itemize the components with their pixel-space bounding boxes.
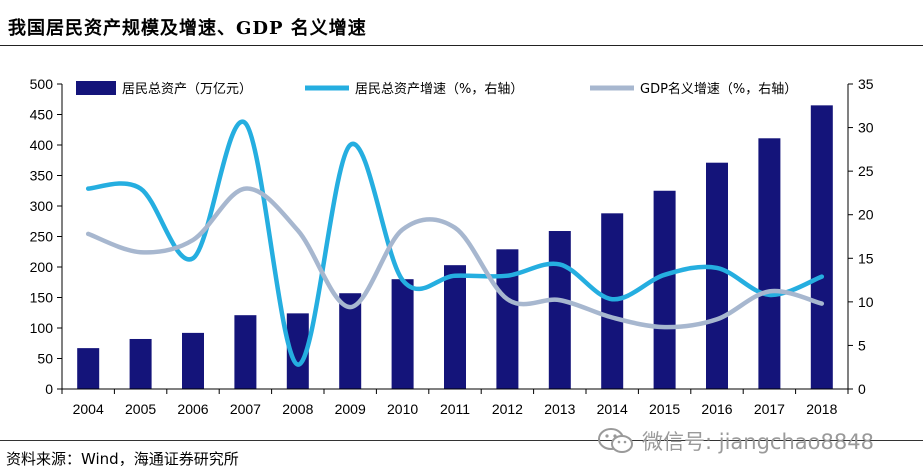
x-tick-label: 2008 (282, 401, 313, 417)
x-tick-label: 2016 (701, 401, 732, 417)
wechat-icon (596, 427, 636, 455)
chart-title: 我国居民资产规模及增速、GDP 名义增速 (8, 18, 367, 39)
bar-2009 (339, 293, 362, 389)
left-tick-label: 500 (30, 76, 54, 92)
bar-2007 (234, 315, 257, 389)
legend: 居民总资产（万亿元） 居民总资产增速（%，右轴） GDP名义增速（%，右轴） (76, 81, 797, 97)
left-tick-label: 450 (30, 107, 54, 123)
bar-2018 (810, 105, 833, 389)
legend-label: GDP名义增速（%，右轴） (640, 81, 797, 97)
x-tick-label: 2009 (335, 401, 366, 417)
bar-2011 (444, 265, 466, 389)
axes-layer: 0 50 100 150 200 250 300 350 400 450 500 0 5 10 15 20 25… (30, 76, 874, 417)
left-tick-label: 100 (30, 320, 54, 336)
footer-divider (0, 440, 923, 441)
left-tick-label: 250 (30, 229, 54, 245)
right-tick-label: 5 (858, 337, 866, 353)
legend-label: 居民总资产增速（%，右轴） (355, 82, 523, 97)
x-tick-label: 2011 (440, 401, 470, 417)
bar-2006 (182, 332, 204, 389)
x-tick-label: 2014 (597, 401, 628, 417)
x-tick-label: 2004 (73, 401, 104, 417)
bar-2004 (77, 348, 100, 389)
legend-swatch-bar (76, 81, 116, 95)
left-tick-label: 200 (30, 259, 54, 275)
left-tick-label: 50 (37, 351, 53, 367)
left-tick-label: 0 (45, 381, 53, 397)
watermark: 微信号: jiangchao8848 (596, 426, 874, 456)
x-tick-label: 2007 (230, 401, 261, 417)
chart: 0 50 100 150 200 250 300 350 400 450 500 0 5 10 15 20 25… (30, 76, 874, 417)
left-tick-label: 300 (30, 198, 54, 214)
x-tick-label: 2010 (387, 401, 418, 417)
x-tick-label: 2015 (649, 401, 680, 417)
x-tick-label: 2012 (492, 401, 523, 417)
right-tick-label: 35 (858, 76, 874, 92)
left-tick-label: 400 (30, 137, 54, 153)
bar-2017 (758, 138, 781, 389)
bar-2008 (286, 313, 309, 389)
title-divider (0, 45, 923, 46)
legend-label: 居民总资产（万亿元） (122, 82, 252, 97)
bar-2012 (496, 249, 519, 389)
right-tick-label: 30 (858, 120, 874, 136)
right-tick-label: 10 (858, 294, 874, 310)
gdp-growth-line (85, 186, 825, 330)
bar-2005 (129, 338, 152, 389)
x-tick-label: 2017 (754, 401, 785, 417)
left-tick-label: 150 (30, 290, 54, 306)
x-tick-label: 2018 (806, 401, 837, 417)
right-tick-label: 25 (858, 163, 874, 179)
source-note: 资料来源：Wind，海通证券研究所 (6, 450, 239, 468)
bar-2010 (391, 279, 414, 389)
bar-2015 (653, 190, 676, 389)
bars-layer (77, 105, 833, 389)
x-tick-label: 2005 (125, 401, 156, 417)
x-tick-label: 2006 (177, 401, 208, 417)
watermark-text: 微信号: jiangchao8848 (642, 430, 874, 454)
bar-2013 (548, 231, 571, 389)
bar-2016 (706, 162, 728, 389)
left-tick-label: 350 (30, 168, 54, 184)
right-tick-label: 20 (858, 207, 874, 223)
right-tick-label: 0 (858, 381, 866, 397)
lines-layer (85, 119, 825, 367)
x-tick-label: 2013 (544, 401, 575, 417)
right-tick-label: 15 (858, 250, 874, 266)
